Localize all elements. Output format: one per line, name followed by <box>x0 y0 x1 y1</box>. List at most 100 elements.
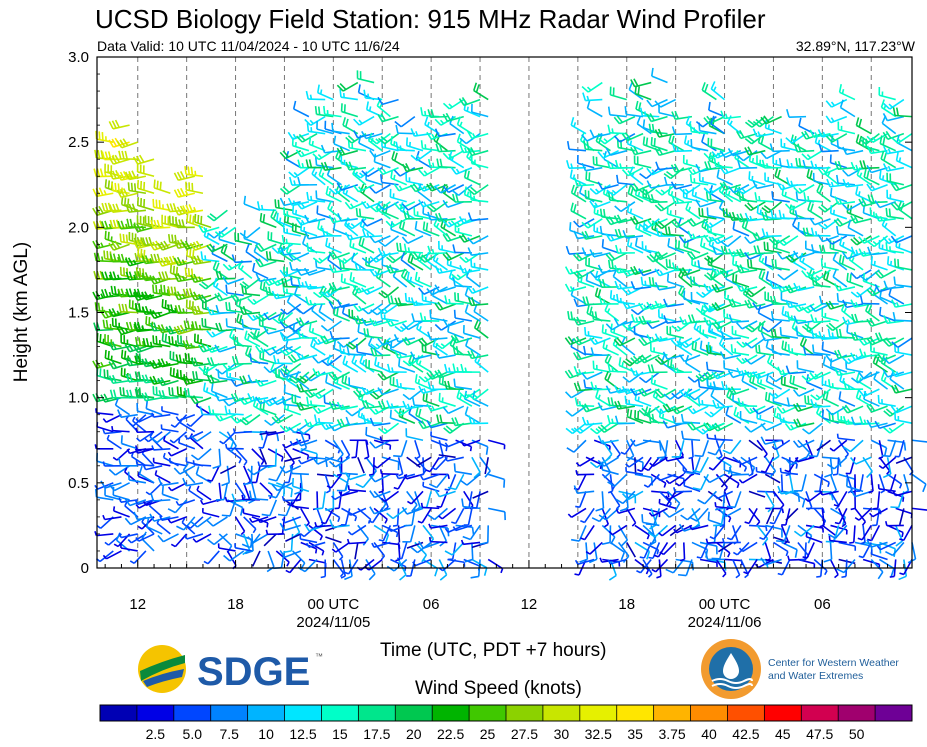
wind-barb <box>167 516 187 524</box>
barb-flag <box>133 183 137 192</box>
barb-flag <box>403 270 409 279</box>
wind-barb <box>377 96 399 106</box>
wind-barb <box>151 412 171 418</box>
barb-flag <box>109 389 114 398</box>
wind-barb <box>182 477 204 487</box>
barb-flag <box>415 407 419 416</box>
barb-half-flag <box>368 106 372 112</box>
barb-flag <box>312 457 319 465</box>
wind-barb <box>184 431 204 440</box>
barb-flag <box>442 318 449 327</box>
barb-flag <box>160 257 166 266</box>
wind-barb <box>141 531 155 552</box>
barb-flag <box>418 421 424 429</box>
barb-half-flag <box>189 378 194 384</box>
barb-flag <box>369 137 378 145</box>
wind-barb <box>464 542 474 563</box>
wind-barb <box>152 284 171 297</box>
barb-half-flag <box>611 163 614 169</box>
wind-barb <box>94 444 114 450</box>
barb-shaft <box>288 465 294 483</box>
wind-barb <box>349 439 369 446</box>
wind-barb <box>389 409 407 424</box>
barb-shaft <box>381 439 399 442</box>
barb-flag <box>267 464 276 469</box>
barb-shaft <box>332 439 344 455</box>
barb-flag <box>193 255 199 264</box>
barb-shaft <box>275 482 286 499</box>
barb-half-flag <box>393 174 396 180</box>
barb-half-flag <box>167 518 172 524</box>
barb-half-flag <box>612 294 616 300</box>
barb-flag <box>308 136 312 145</box>
barb-shaft <box>439 490 456 498</box>
barb-flag <box>184 240 191 249</box>
barb-flag <box>243 482 252 486</box>
wind-barb <box>354 542 359 560</box>
barb-shaft <box>173 431 188 444</box>
barb-flag <box>271 278 278 287</box>
barb-shaft <box>316 266 334 271</box>
wind-barb <box>312 491 319 511</box>
barb-flag <box>382 338 387 348</box>
barb-shaft <box>348 541 366 545</box>
barb-half-flag <box>320 225 323 231</box>
barb-half-flag <box>252 528 257 534</box>
wind-barb <box>434 184 456 194</box>
wind-barb <box>243 430 264 441</box>
barb-flag <box>410 297 415 306</box>
wind-barb <box>342 117 359 135</box>
barb-flag <box>312 406 319 414</box>
barb-shaft <box>148 505 163 518</box>
barb-flag <box>369 186 377 194</box>
wind-barb <box>325 536 342 544</box>
wind-barb <box>395 141 415 152</box>
wind-barb <box>390 169 408 186</box>
barb-half-flag <box>382 250 386 256</box>
wind-barb <box>125 203 146 213</box>
barb-flag <box>168 335 171 345</box>
barb-flag <box>120 349 124 358</box>
barb-flag <box>442 406 449 414</box>
wind-barb <box>352 303 375 312</box>
barb-flag <box>372 391 380 398</box>
barb-shaft <box>438 132 456 138</box>
wind-barb <box>582 92 603 102</box>
barb-shaft <box>234 516 246 532</box>
barb-half-flag <box>145 491 151 496</box>
barb-flag <box>356 315 362 324</box>
barb-flag <box>369 235 376 244</box>
wind-barb <box>418 540 440 549</box>
wind-barb <box>225 318 244 331</box>
wind-barb <box>438 559 448 581</box>
barb-flag <box>214 293 221 302</box>
wind-barb <box>208 405 228 416</box>
wind-barb <box>328 400 350 410</box>
barb-flag <box>242 416 250 424</box>
barb-flag <box>583 140 587 150</box>
wind-barb <box>271 243 294 254</box>
barb-flag <box>345 136 353 144</box>
barb-flag <box>244 330 248 339</box>
wind-barb <box>185 299 204 314</box>
wind-barb <box>169 431 188 444</box>
barb-flag <box>385 318 392 327</box>
barb-shaft <box>114 482 130 492</box>
barb-flag <box>136 239 142 248</box>
wind-barb <box>442 252 465 262</box>
barb-half-flag <box>371 542 375 548</box>
wind-barb <box>463 169 481 186</box>
wind-barb <box>158 271 179 281</box>
wind-barb <box>280 246 301 256</box>
barb-flag <box>181 241 188 250</box>
barb-flag <box>396 378 399 388</box>
barb-shaft <box>174 499 188 514</box>
barb-shaft <box>194 463 212 467</box>
barb-flag <box>591 517 600 523</box>
barb-flag <box>92 291 98 300</box>
barb-flag <box>433 132 439 141</box>
barb-shaft <box>422 506 440 510</box>
barb-half-flag <box>417 379 421 384</box>
barb-flag <box>434 302 441 311</box>
barb-flag <box>452 363 456 372</box>
